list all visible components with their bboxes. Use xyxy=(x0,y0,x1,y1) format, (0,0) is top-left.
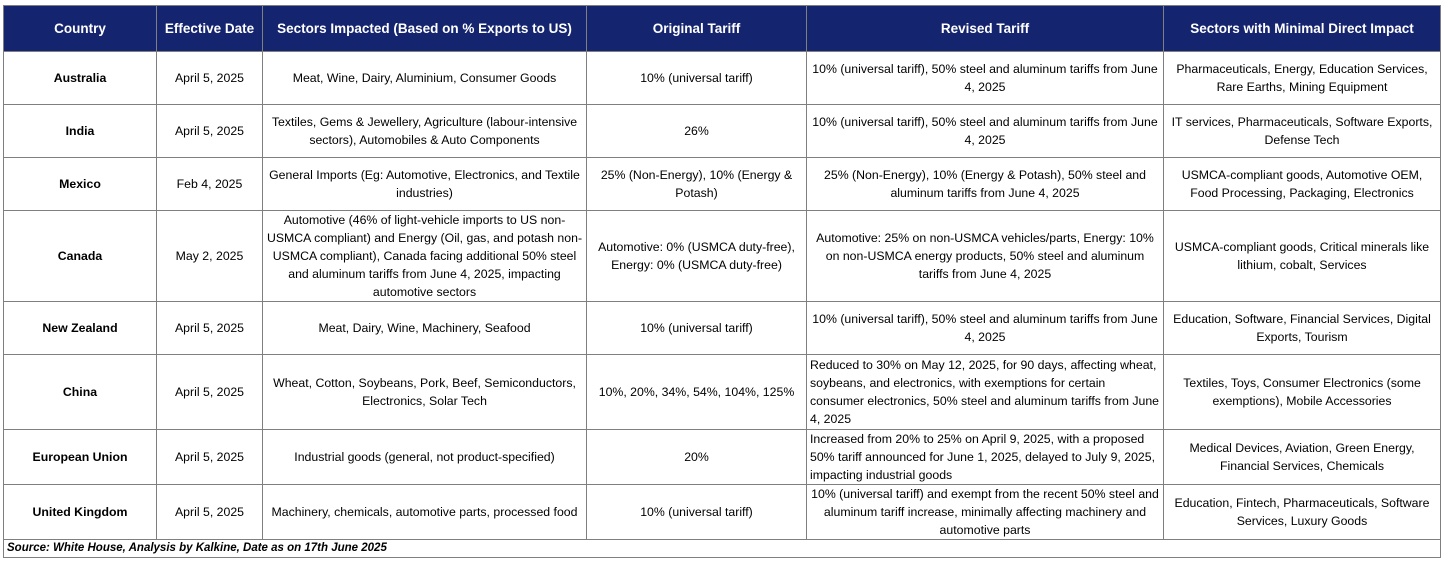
effective-date-cell: April 5, 2025 xyxy=(156,429,263,485)
original-tariff-cell: 26% xyxy=(586,104,807,158)
sectors-impacted-cell: Automotive (46% of light-vehicle imports… xyxy=(262,210,587,302)
revised-tariff-cell: Increased from 20% to 25% on April 9, 20… xyxy=(806,429,1164,485)
header-sectors-impacted: Sectors Impacted (Based on % Exports to … xyxy=(262,5,587,52)
table-row: Australia April 5, 2025 Meat, Wine, Dair… xyxy=(3,51,1441,105)
country-cell: India xyxy=(3,104,157,158)
effective-date-cell: April 5, 2025 xyxy=(156,484,263,540)
original-tariff-cell: Automotive: 0% (USMCA duty-free), Energy… xyxy=(586,210,807,302)
header-minimal-impact: Sectors with Minimal Direct Impact xyxy=(1163,5,1441,52)
sectors-impacted-cell: General Imports (Eg: Automotive, Electro… xyxy=(262,157,587,211)
country-cell: Mexico xyxy=(3,157,157,211)
effective-date-cell: May 2, 2025 xyxy=(156,210,263,302)
original-tariff-cell: 10% (universal tariff) xyxy=(586,301,807,355)
sectors-impacted-cell: Machinery, chemicals, automotive parts, … xyxy=(262,484,587,540)
minimal-impact-cell: Medical Devices, Aviation, Green Energy,… xyxy=(1163,429,1441,485)
country-cell: European Union xyxy=(3,429,157,485)
effective-date-cell: April 5, 2025 xyxy=(156,51,263,105)
minimal-impact-cell: Education, Software, Financial Services,… xyxy=(1163,301,1441,355)
header-row: Country Effective Date Sectors Impacted … xyxy=(3,5,1441,52)
table-row: China April 5, 2025 Wheat, Cotton, Soybe… xyxy=(3,354,1441,430)
country-cell: China xyxy=(3,354,157,430)
table-row: India April 5, 2025 Textiles, Gems & Jew… xyxy=(3,104,1441,158)
minimal-impact-cell: Pharmaceuticals, Energy, Education Servi… xyxy=(1163,51,1441,105)
original-tariff-cell: 10% (universal tariff) xyxy=(586,51,807,105)
source-note: Source: White House, Analysis by Kalkine… xyxy=(3,540,1441,558)
sectors-impacted-cell: Industrial goods (general, not product-s… xyxy=(262,429,587,485)
header-country: Country xyxy=(3,5,157,52)
revised-tariff-cell: Reduced to 30% on May 12, 2025, for 90 d… xyxy=(806,354,1164,430)
revised-tariff-cell: 10% (universal tariff), 50% steel and al… xyxy=(806,104,1164,158)
minimal-impact-cell: Education, Fintech, Pharmaceuticals, Sof… xyxy=(1163,484,1441,540)
sectors-impacted-cell: Textiles, Gems & Jewellery, Agriculture … xyxy=(262,104,587,158)
country-cell: New Zealand xyxy=(3,301,157,355)
minimal-impact-cell: USMCA-compliant goods, Critical minerals… xyxy=(1163,210,1441,302)
minimal-impact-cell: IT services, Pharmaceuticals, Software E… xyxy=(1163,104,1441,158)
table-row: New Zealand April 5, 2025 Meat, Dairy, W… xyxy=(3,301,1441,355)
sectors-impacted-cell: Meat, Dairy, Wine, Machinery, Seafood xyxy=(262,301,587,355)
original-tariff-cell: 10% (universal tariff) xyxy=(586,484,807,540)
original-tariff-cell: 20% xyxy=(586,429,807,485)
revised-tariff-cell: Automotive: 25% on non-USMCA vehicles/pa… xyxy=(806,210,1164,302)
minimal-impact-cell: USMCA-compliant goods, Automotive OEM, F… xyxy=(1163,157,1441,211)
effective-date-cell: April 5, 2025 xyxy=(156,104,263,158)
sectors-impacted-cell: Wheat, Cotton, Soybeans, Pork, Beef, Sem… xyxy=(262,354,587,430)
header-original-tariff: Original Tariff xyxy=(586,5,807,52)
table-row: United Kingdom April 5, 2025 Machinery, … xyxy=(3,484,1441,540)
revised-tariff-cell: 10% (universal tariff) and exempt from t… xyxy=(806,484,1164,540)
minimal-impact-cell: Textiles, Toys, Consumer Electronics (so… xyxy=(1163,354,1441,430)
revised-tariff-cell: 25% (Non-Energy), 10% (Energy & Potash),… xyxy=(806,157,1164,211)
original-tariff-cell: 10%, 20%, 34%, 54%, 104%, 125% xyxy=(586,354,807,430)
revised-tariff-cell: 10% (universal tariff), 50% steel and al… xyxy=(806,301,1164,355)
original-tariff-cell: 25% (Non-Energy), 10% (Energy & Potash) xyxy=(586,157,807,211)
country-cell: United Kingdom xyxy=(3,484,157,540)
tariff-table: Country Effective Date Sectors Impacted … xyxy=(3,5,1441,540)
table-row: Mexico Feb 4, 2025 General Imports (Eg: … xyxy=(3,157,1441,211)
country-cell: Australia xyxy=(3,51,157,105)
sectors-impacted-cell: Meat, Wine, Dairy, Aluminium, Consumer G… xyxy=(262,51,587,105)
table-row: European Union April 5, 2025 Industrial … xyxy=(3,429,1441,485)
header-revised-tariff: Revised Tariff xyxy=(806,5,1164,52)
header-effective-date: Effective Date xyxy=(156,5,263,52)
effective-date-cell: Feb 4, 2025 xyxy=(156,157,263,211)
table-row: Canada May 2, 2025 Automotive (46% of li… xyxy=(3,210,1441,302)
tariff-table-container: Country Effective Date Sectors Impacted … xyxy=(3,5,1441,558)
effective-date-cell: April 5, 2025 xyxy=(156,354,263,430)
revised-tariff-cell: 10% (universal tariff), 50% steel and al… xyxy=(806,51,1164,105)
country-cell: Canada xyxy=(3,210,157,302)
effective-date-cell: April 5, 2025 xyxy=(156,301,263,355)
